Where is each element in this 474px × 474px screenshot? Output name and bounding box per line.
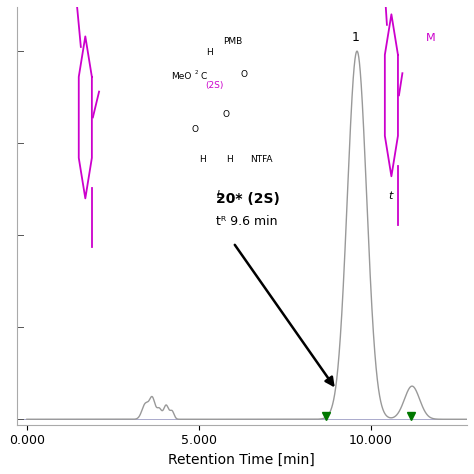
- Text: 20* (2S): 20* (2S): [216, 192, 280, 206]
- Text: H: H: [199, 155, 206, 164]
- Text: C: C: [201, 73, 207, 82]
- Text: L: L: [217, 191, 222, 201]
- Text: H: H: [227, 155, 233, 164]
- Text: O: O: [223, 110, 230, 119]
- Text: NTFA: NTFA: [250, 155, 273, 164]
- Text: PMB: PMB: [223, 37, 242, 46]
- Text: (2S): (2S): [205, 81, 223, 90]
- Text: M: M: [426, 33, 436, 43]
- Text: $_2$: $_2$: [194, 68, 199, 77]
- X-axis label: Retention Time [min]: Retention Time [min]: [168, 453, 315, 467]
- Text: H: H: [206, 48, 212, 57]
- Text: O: O: [240, 70, 247, 79]
- Text: t: t: [388, 191, 392, 201]
- Text: MeO: MeO: [172, 73, 192, 82]
- Text: O: O: [192, 125, 199, 134]
- Text: 1: 1: [351, 31, 359, 44]
- Text: tᴿ 9.6 min: tᴿ 9.6 min: [216, 215, 277, 228]
